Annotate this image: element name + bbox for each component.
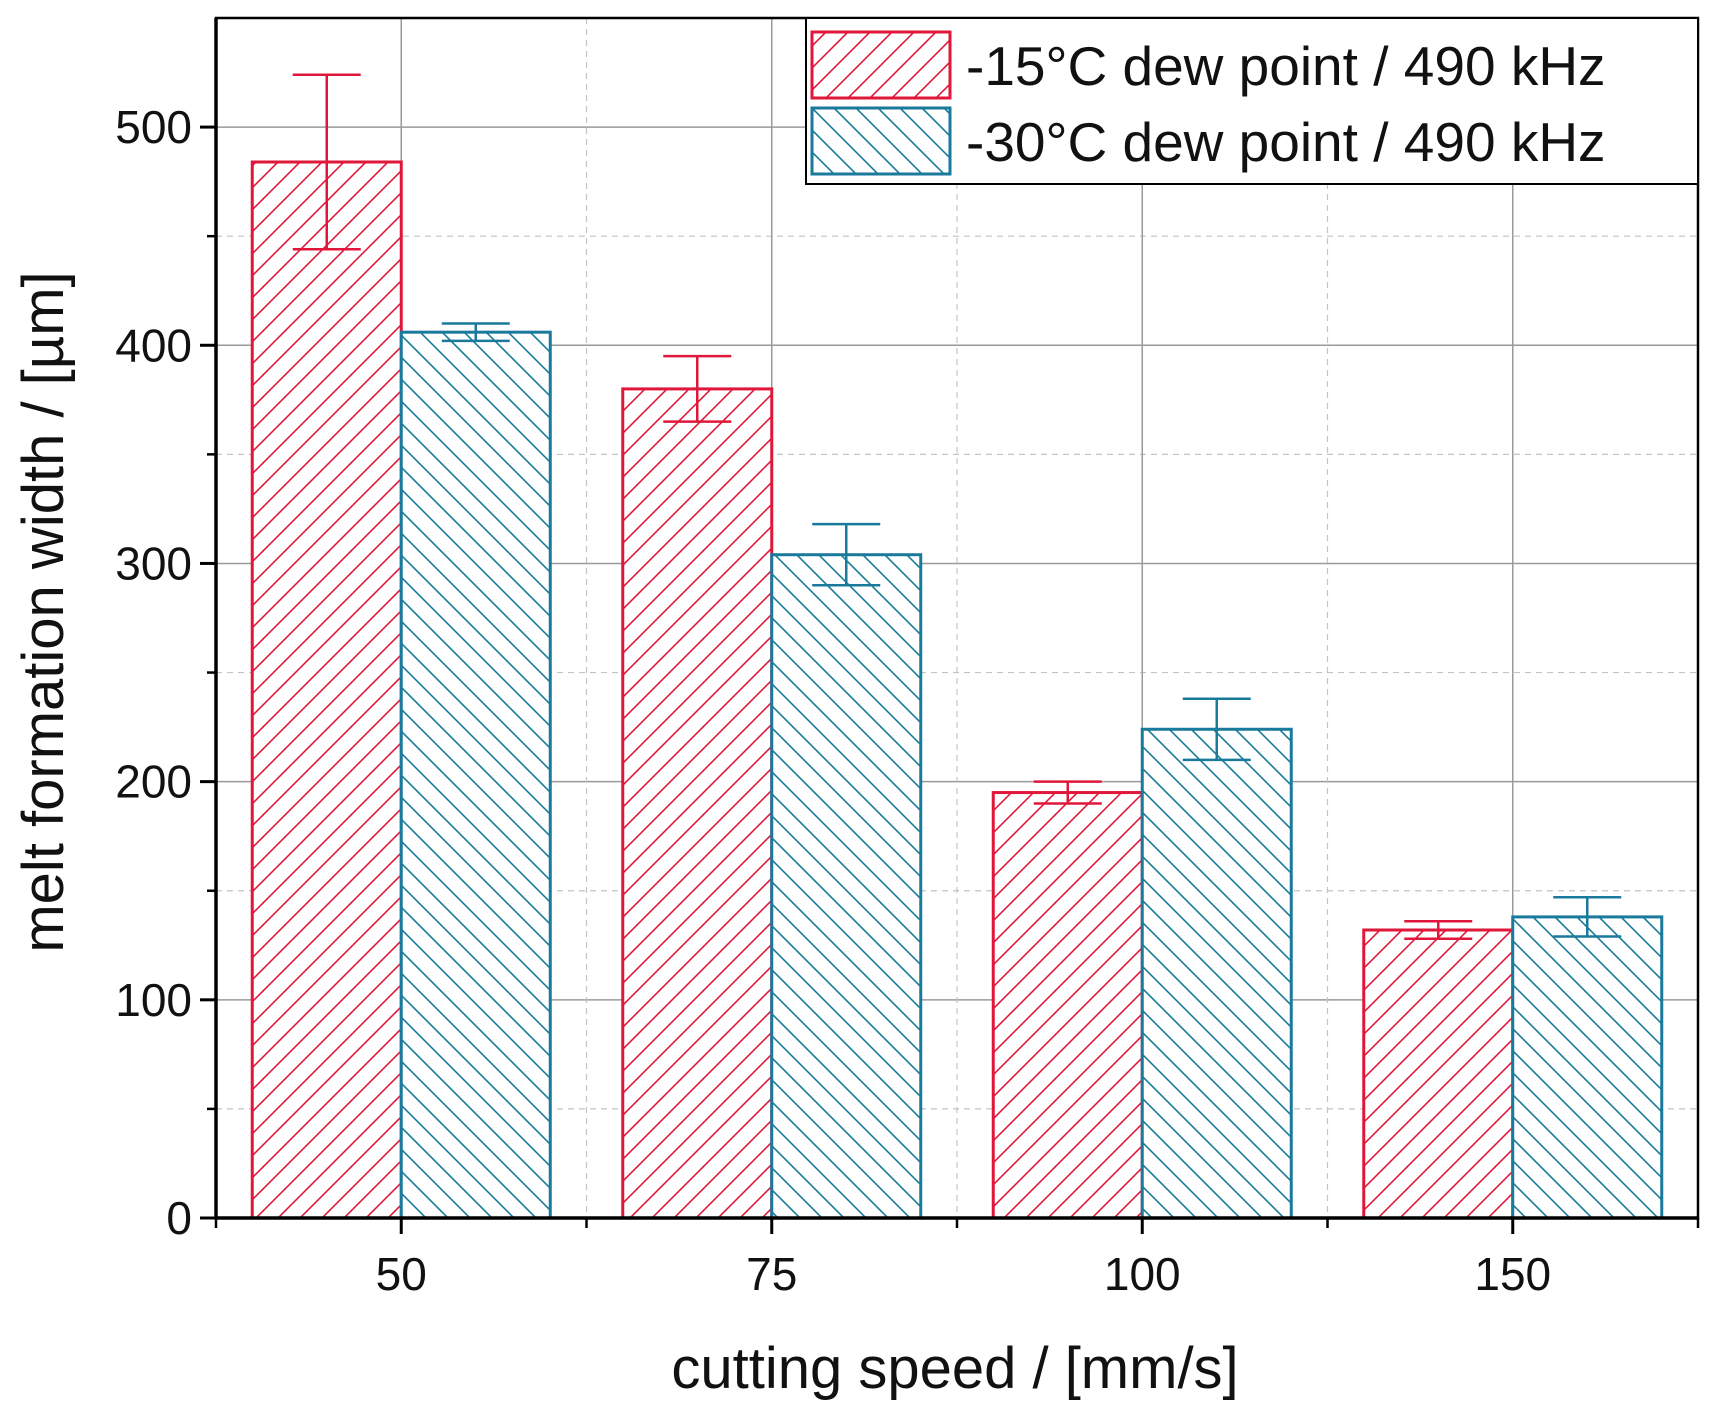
legend-label-series-1: -15°C dew point / 490 kHz (966, 35, 1606, 97)
y-tick-label: 400 (115, 319, 192, 371)
legend-label-series-2: -30°C dew point / 490 kHz (966, 111, 1606, 173)
bar-series-2-150 (1511, 915, 1664, 1220)
bars (250, 160, 1664, 1220)
x-tick-label: 100 (1104, 1248, 1181, 1300)
y-tick-label: 100 (115, 974, 192, 1026)
bar-series-1-100 (991, 791, 1144, 1220)
bar-series-1-50 (250, 160, 403, 1220)
legend-swatch-series-2 (810, 106, 952, 176)
y-tick-label: 500 (115, 101, 192, 153)
bar-series-2-75 (770, 553, 923, 1220)
legend-swatch-series-1 (810, 30, 952, 100)
y-tick-label: 0 (166, 1192, 192, 1244)
x-tick-label: 150 (1474, 1248, 1551, 1300)
y-axis-title: melt formation width / [µm] (11, 271, 76, 952)
x-tick-label: 75 (746, 1248, 797, 1300)
error-bars (292, 73, 1622, 940)
bar-series-1-150 (1362, 928, 1515, 1220)
x-axis-title: cutting speed / [mm/s] (671, 1336, 1238, 1401)
y-tick-label: 300 (115, 537, 192, 589)
x-tick-label: 50 (376, 1248, 427, 1300)
legend-box (805, 17, 1699, 185)
bar-series-2-100 (1140, 727, 1293, 1220)
bar-series-1-75 (621, 387, 774, 1220)
bar-series-2-50 (399, 330, 552, 1220)
legend: -15°C dew point / 490 kHz -30°C dew poin… (805, 17, 1699, 185)
y-tick-label: 200 (115, 756, 192, 808)
axes: 0 100 200 300 400 500 50 75 100 150 (115, 16, 1700, 1300)
